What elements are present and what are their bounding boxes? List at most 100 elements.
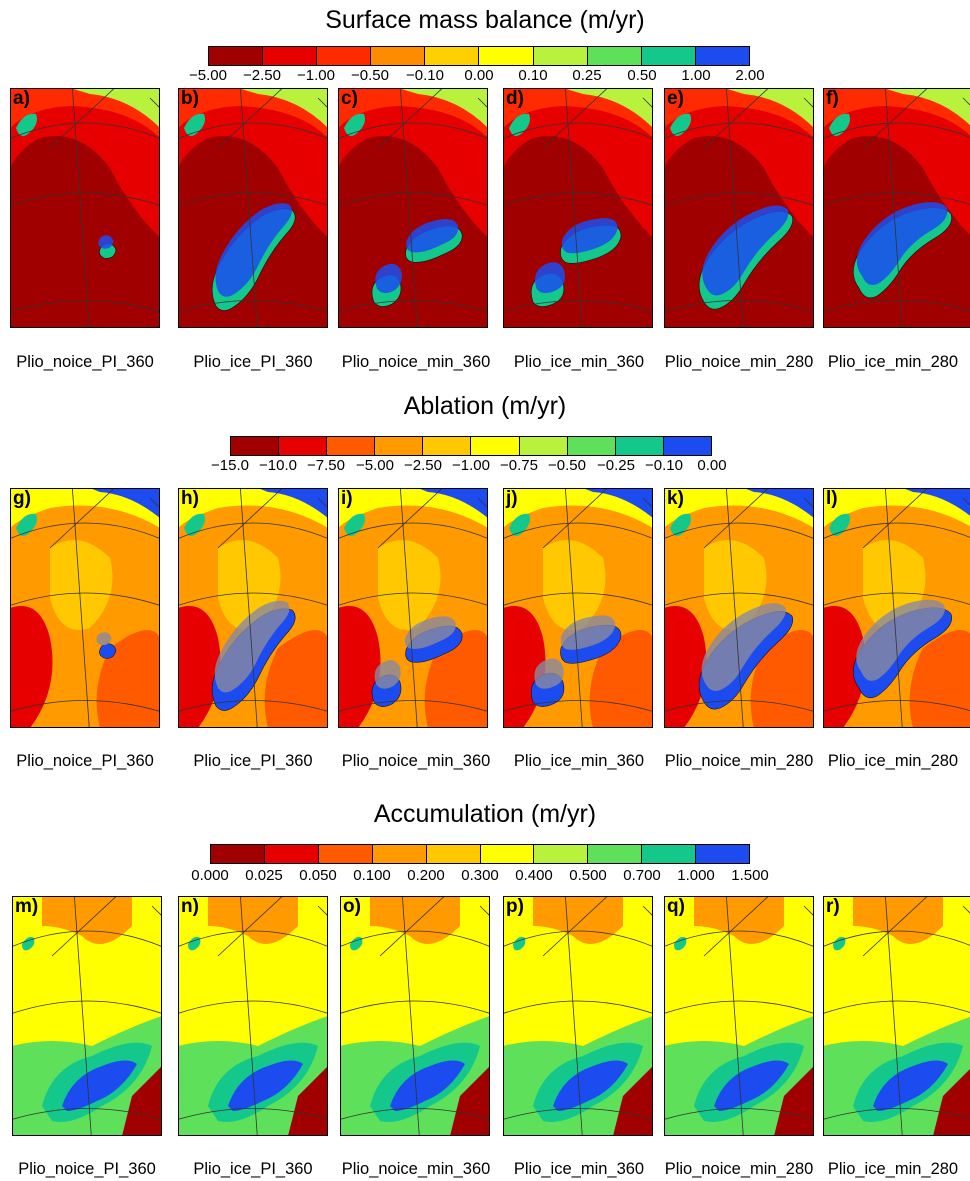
tick-label: 0.050 — [299, 867, 337, 884]
latitude-line — [340, 1000, 490, 1014]
map-plot — [10, 88, 160, 328]
longitude-line — [564, 88, 583, 328]
longitude-line — [642, 905, 653, 917]
latitude-line — [178, 122, 328, 140]
map-frame — [823, 88, 970, 328]
longitude-line — [642, 497, 653, 509]
panel-label: q) — [667, 896, 685, 917]
ice-core — [560, 615, 616, 650]
map-panel: j) — [503, 488, 653, 728]
ice-core — [374, 660, 401, 689]
longitude-line — [239, 488, 258, 728]
colorbar-swatch — [642, 845, 697, 863]
panel-label: d) — [506, 88, 524, 109]
map-frame — [178, 896, 328, 1136]
colorbar-swatch — [588, 845, 643, 863]
tick-label: 0.300 — [461, 867, 499, 884]
graticule — [10, 488, 160, 728]
latitude-line — [340, 930, 490, 948]
latitude-line — [664, 592, 814, 606]
margin-zone — [338, 488, 488, 528]
map-plot — [178, 488, 328, 728]
ablation-zone — [178, 88, 328, 238]
latitude-line — [338, 122, 488, 140]
tick-label: 0.000 — [191, 867, 229, 884]
ice-sheet — [390, 1060, 465, 1111]
panel-caption: Plio_ice_min_360 — [513, 353, 645, 371]
tick-label: −0.10 — [645, 457, 683, 474]
tick-label: −2.50 — [243, 67, 281, 84]
longitude-line — [399, 88, 418, 328]
latitude-line — [178, 592, 328, 606]
ice-zone — [258, 488, 328, 518]
latitude-line — [10, 192, 160, 206]
panel-caption: Plio_noice_PI_360 — [16, 752, 154, 770]
longitude-line — [542, 88, 609, 149]
colorbar-swatch — [519, 437, 568, 455]
colorbar-swatch — [471, 437, 520, 455]
panel-caption: Plio_noice_min_360 — [341, 353, 491, 371]
section-title: Accumulation (m/yr) — [373, 800, 597, 828]
longitude-line — [884, 488, 903, 728]
ice-core — [856, 599, 945, 681]
longitude-line — [317, 97, 328, 109]
latitude-line — [338, 592, 488, 606]
graticule — [664, 488, 814, 728]
dry-zone — [933, 1069, 970, 1136]
map-plot — [823, 896, 970, 1136]
longitude-line — [477, 497, 488, 509]
map-panel: n) — [178, 896, 328, 1136]
latitude-line — [503, 192, 653, 206]
map-panel: m) — [12, 896, 162, 1136]
colorbar-swatch — [231, 437, 280, 455]
panel-label: k) — [667, 488, 684, 509]
tick-label: 1.500 — [731, 867, 769, 884]
latitude-line — [338, 192, 488, 206]
ablation-zone — [378, 540, 441, 630]
positive-zone — [883, 88, 970, 126]
map-plot — [664, 896, 814, 1136]
ice-zone — [903, 488, 970, 516]
panel-label: f) — [826, 88, 839, 109]
map-frame — [338, 88, 488, 328]
latitude-line — [503, 522, 653, 540]
longitude-line — [239, 88, 258, 328]
map-plot — [503, 896, 653, 1136]
colorbar-swatch — [264, 845, 319, 863]
panel-label: h) — [181, 488, 199, 509]
graticule — [340, 896, 490, 1136]
panel-caption: Plio_noice_min_280 — [664, 353, 814, 371]
longitude-line — [803, 97, 814, 109]
ice-core — [404, 616, 456, 649]
ablation-zone — [503, 88, 653, 238]
map-plot — [178, 896, 328, 1136]
dry-zone — [613, 1066, 653, 1136]
colorbar-swatch — [696, 845, 750, 863]
latitude-line — [178, 192, 328, 206]
tick-label: 0.700 — [623, 867, 661, 884]
longitude-line — [217, 488, 284, 549]
dry-zone — [450, 1066, 490, 1136]
ice-zone — [744, 488, 814, 518]
latitude-line — [10, 300, 160, 312]
map-frame — [503, 896, 653, 1136]
map-frame — [10, 488, 160, 728]
ablation-zone — [543, 540, 606, 630]
tick-label: 0.25 — [572, 67, 602, 84]
panel-caption: Plio_noice_min_360 — [341, 1160, 491, 1178]
longitude-line — [73, 896, 92, 1136]
colorbar — [210, 844, 750, 864]
colorbar-swatch — [423, 437, 472, 455]
map-panel: p) — [503, 896, 653, 1136]
latitude-line — [178, 522, 328, 540]
panel-caption: Plio_ice_PI_360 — [193, 752, 313, 770]
map-plot — [178, 88, 328, 328]
colorbar-swatch — [533, 47, 588, 65]
positive-zone — [238, 88, 328, 128]
map-panel: f) — [823, 88, 970, 328]
colorbar-swatch — [534, 845, 589, 863]
colorbar-swatch — [371, 47, 426, 65]
panel-label: o) — [343, 896, 361, 917]
graticule — [338, 88, 488, 328]
colorbar-swatch — [663, 437, 711, 455]
